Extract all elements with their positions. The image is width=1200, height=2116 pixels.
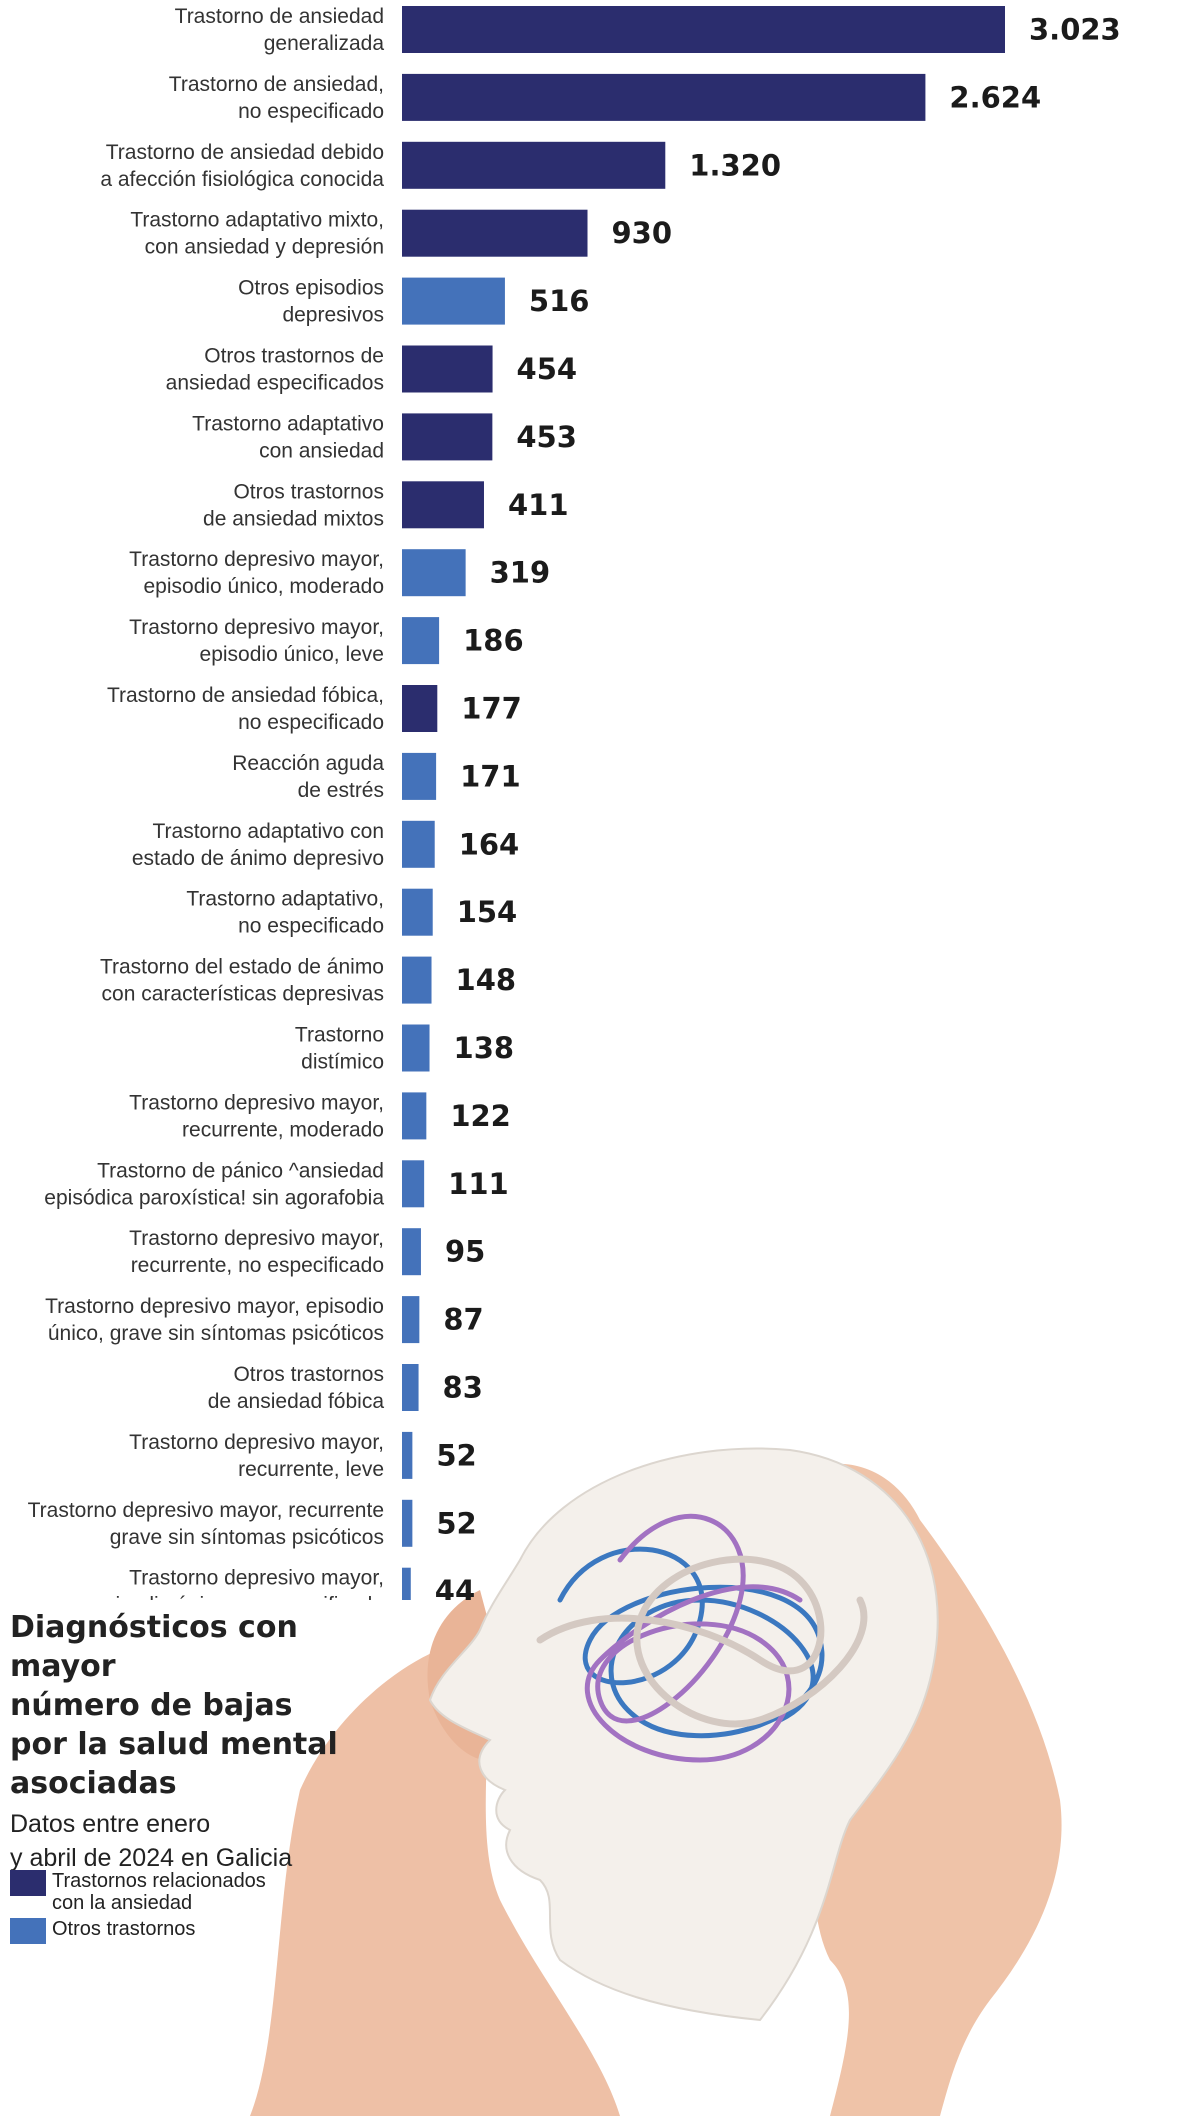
category-label-11: Reacción aguda de estrés [232,752,384,802]
value-label-5: 454 [517,352,578,386]
value-label-6: 453 [516,420,577,454]
chart-title: Diagnósticos con mayor número de bajas p… [10,1610,338,1801]
value-label-3: 930 [612,216,673,250]
category-label-12: Trastorno adaptativo con estado de ánimo … [132,820,384,870]
legend-swatch-ansiedad [10,1870,46,1896]
category-label-19: Trastorno depresivo mayor, episodio único… [45,1295,384,1345]
value-label-2: 1.320 [689,148,781,182]
category-label-9: Trastorno depresivo mayor, episodio único… [129,616,384,666]
bar-20 [402,1364,419,1411]
value-label-4: 516 [529,284,590,318]
value-label-8: 319 [490,556,551,590]
category-label-0: Trastorno de ansiedad generalizada [175,5,385,55]
value-label-11: 171 [460,759,521,793]
category-label-10: Trastorno de ansiedad fóbica, no especifi… [107,684,384,734]
bar-2 [402,141,666,189]
chart-legend: Trastornos relacionados con la ansiedad … [10,1870,266,1948]
value-label-7: 411 [508,488,569,522]
bar-16 [402,1092,427,1140]
value-label-1: 2.624 [949,80,1041,114]
bar-22 [402,1499,413,1547]
category-label-3: Trastorno adaptativo mixto, con ansiedad … [130,209,384,259]
value-label-20: 83 [443,1371,483,1405]
category-label-21: Trastorno depresivo mayor, recurrente, le… [129,1431,384,1481]
value-label-0: 3.023 [1029,13,1121,47]
value-label-12: 164 [459,827,520,861]
bar-8 [402,549,466,597]
legend-label-ansiedad: Trastornos relacionados con la ansiedad [52,1870,266,1914]
category-label-18: Trastorno depresivo mayor, recurrente, no… [129,1227,384,1277]
bar-5 [402,345,493,393]
category-label-16: Trastorno depresivo mayor, recurrente, mo… [129,1091,384,1141]
bar-17 [402,1160,425,1208]
bar-15 [402,1024,430,1072]
category-label-22: Trastorno depresivo mayor, recurrente gra… [28,1499,384,1549]
bar-19 [402,1296,420,1344]
value-label-9: 186 [463,624,524,658]
bar-3 [402,209,588,257]
category-label-7: Otros trastornos de ansiedad mixtos [203,480,384,530]
chart-subtitle: Datos entre enero y abril de 2024 en Gal… [10,1810,293,1872]
value-label-15: 138 [454,1031,515,1065]
bar-11 [402,752,437,800]
category-label-13: Trastorno adaptativo, no especificado [186,888,384,938]
bar-9 [402,617,440,665]
value-label-14: 148 [456,963,517,997]
value-label-17: 111 [448,1167,509,1201]
value-label-21: 52 [436,1438,476,1472]
bars-layer: 3.023 Trastorno de ansiedad generalizada 2.… [28,5,1121,1600]
value-label-19: 87 [443,1303,483,1337]
bar-10 [402,685,438,732]
value-label-22: 52 [436,1506,476,1540]
bar-13 [402,888,433,936]
bar-14 [402,956,432,1004]
bar-chart: 3.023 Trastorno de ansiedad generalizada 2.… [28,5,1121,1600]
category-label-15: Trastorno distímico [295,1024,384,1074]
category-label-5: Otros trastornos de ansiedad especificado… [166,345,384,395]
legend-swatch-otros [10,1918,46,1944]
bar-4 [402,277,505,325]
value-label-18: 95 [445,1235,485,1269]
category-label-2: Trastorno de ansiedad debido a afección f… [100,141,384,191]
category-label-23: Trastorno depresivo mayor,episodio único… [92,1567,384,1600]
bar-6 [402,413,493,461]
category-label-4: Otros episodios depresivos [238,277,384,327]
bar-18 [402,1228,421,1276]
category-label-14: Trastorno del estado de ánimo con caracte… [100,956,384,1006]
value-label-13: 154 [457,895,518,929]
tangle-illustration [536,1514,868,1763]
legend-label-otros: Otros trastornos [52,1918,196,1940]
legend-item-ansiedad: Trastornos relacionados con la ansiedad [10,1870,266,1914]
value-label-16: 122 [450,1099,511,1133]
category-label-1: Trastorno de ansiedad, no especificado [169,73,384,123]
value-label-10: 177 [461,692,522,726]
legend-item-otros: Otros trastornos [10,1918,266,1944]
bar-23 [402,1567,411,1600]
bar-12 [402,820,435,868]
bar-1 [402,73,926,121]
value-label-23: 44 [435,1574,475,1600]
bar-0 [402,6,1005,53]
category-label-6: Trastorno adaptativo con ansiedad [192,412,384,462]
bar-7 [402,481,484,529]
bar-21 [402,1431,413,1479]
category-label-20: Otros trastornos de ansiedad fóbica [208,1363,385,1413]
chart-header: Diagnósticos con mayor número de bajas p… [10,1608,340,1875]
category-label-17: Trastorno de pánico ^ansiedad episódica p… [44,1159,384,1209]
category-label-8: Trastorno depresivo mayor, episodio único… [129,548,384,598]
